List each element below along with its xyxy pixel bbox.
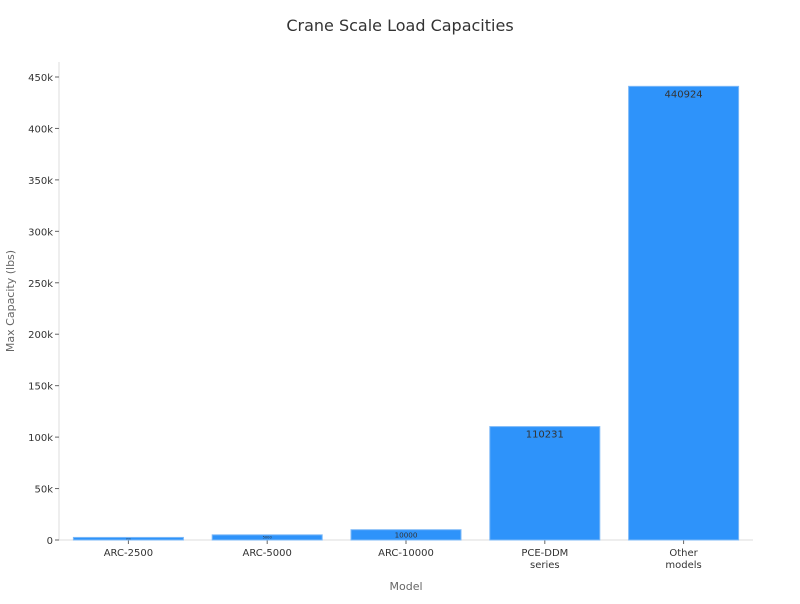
y-tick-label: 250k xyxy=(28,279,53,290)
x-axis-label: Model xyxy=(389,580,422,593)
y-tick-label: 150k xyxy=(28,382,53,393)
data-label: 440924 xyxy=(665,89,703,100)
x-tick-label: ARC-2500 xyxy=(104,548,153,559)
x-tick-label: series xyxy=(530,560,560,571)
bar xyxy=(350,529,462,541)
y-tick-label: 350k xyxy=(28,176,53,187)
y-tick-label: 0 xyxy=(47,536,53,547)
data-label: 10000 xyxy=(395,530,418,539)
bar xyxy=(628,85,740,541)
y-tick-label: 400k xyxy=(28,124,53,135)
data-label: 110231 xyxy=(526,430,564,441)
bar xyxy=(211,534,323,541)
y-tick-label: 300k xyxy=(28,227,53,238)
x-tick-label: models xyxy=(665,560,701,571)
x-tick-label: ARC-10000 xyxy=(378,548,434,559)
y-tick-label: 100k xyxy=(28,433,53,444)
bar xyxy=(489,426,601,541)
chart-title: Crane Scale Load Capacities xyxy=(286,16,513,35)
data-label: 2500 xyxy=(126,538,132,540)
y-tick-label: 450k xyxy=(28,73,53,84)
data-label: 5000 xyxy=(263,536,273,540)
y-tick-label: 50k xyxy=(34,485,53,496)
x-tick-label: ARC-5000 xyxy=(243,548,292,559)
x-tick-label: Other xyxy=(669,548,698,559)
bar xyxy=(72,536,184,541)
y-axis-label: Max Capacity (lbs) xyxy=(4,250,17,352)
y-tick-label: 200k xyxy=(28,330,53,341)
x-tick-label: PCE-DDM xyxy=(521,548,568,559)
